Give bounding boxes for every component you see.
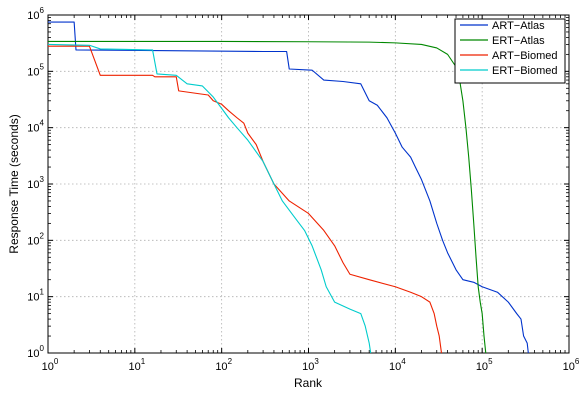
x-tick-label: 100 bbox=[42, 357, 59, 373]
series-line-ert-atlas bbox=[48, 40, 487, 354]
x-tick-label: 105 bbox=[476, 357, 493, 373]
y-tick-label: 106 bbox=[27, 6, 44, 22]
y-tick-label: 103 bbox=[27, 175, 44, 191]
legend-label: ERT−Biomed bbox=[492, 65, 558, 77]
series-line-art-atlas bbox=[48, 21, 529, 354]
y-tick-label: 102 bbox=[27, 231, 44, 247]
legend-label: ART−Atlas bbox=[492, 20, 545, 32]
x-tick-label: 102 bbox=[215, 357, 232, 373]
legend-items: ART−Atlas ERT−Atlas ART−Biomed ERT−Biomed bbox=[460, 20, 558, 77]
legend-label: ART−Biomed bbox=[492, 50, 558, 62]
legend-label: ERT−Atlas bbox=[492, 35, 545, 47]
series-line-ert-biomed bbox=[47, 43, 372, 354]
x-tick-label: 106 bbox=[563, 357, 579, 373]
legend: ART−Atlas ERT−Atlas ART−Biomed ERT−Biomed bbox=[454, 18, 566, 84]
x-tick-label: 101 bbox=[128, 357, 145, 373]
data-series bbox=[47, 21, 529, 354]
axis-tick-labels: 100 101 102 103 104 105 106 100 101 102 103 104 105 1… bbox=[27, 6, 579, 373]
axis-ticks bbox=[47, 14, 570, 354]
y-tick-label: 101 bbox=[27, 288, 44, 304]
x-axis-label: Rank bbox=[294, 376, 323, 390]
y-axis-label: Response Time (seconds) bbox=[7, 114, 21, 253]
x-tick-label: 103 bbox=[302, 357, 319, 373]
y-tick-label: 100 bbox=[27, 344, 44, 360]
y-tick-label: 105 bbox=[27, 62, 44, 78]
y-tick-label: 104 bbox=[27, 119, 44, 135]
grid-lines bbox=[48, 15, 569, 353]
x-tick-label: 104 bbox=[389, 357, 406, 373]
legend-box bbox=[454, 18, 566, 84]
